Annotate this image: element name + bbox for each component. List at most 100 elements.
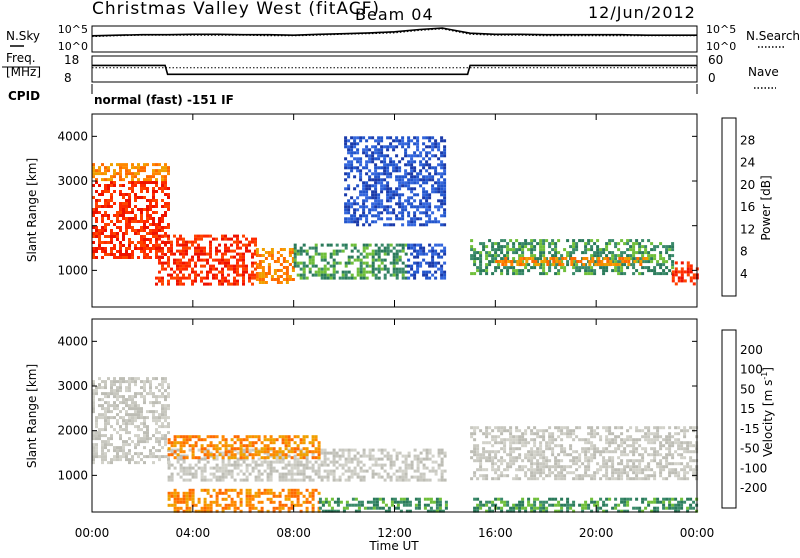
heatmap-cell bbox=[380, 448, 384, 452]
heatmap-cell bbox=[602, 426, 606, 430]
heatmap-cell bbox=[176, 258, 179, 262]
heatmap-cell bbox=[653, 435, 657, 439]
heatmap-cell bbox=[593, 500, 597, 504]
heatmap-cell bbox=[290, 456, 294, 460]
heatmap-cell bbox=[596, 506, 600, 510]
heatmap-cell bbox=[158, 389, 161, 393]
heatmap-cell bbox=[350, 255, 354, 259]
heatmap-cell bbox=[416, 217, 420, 221]
heatmap-cell bbox=[359, 175, 363, 179]
heatmap-cell bbox=[155, 401, 158, 405]
heatmap-cell bbox=[197, 456, 201, 460]
heatmap-cell bbox=[617, 462, 621, 466]
heatmap-cell bbox=[110, 458, 113, 462]
heatmap-cell bbox=[443, 163, 447, 167]
heatmap-cell bbox=[383, 205, 387, 209]
heatmap-cell bbox=[593, 503, 597, 507]
heatmap-cell bbox=[125, 208, 128, 211]
heatmap-cell bbox=[119, 163, 122, 167]
heatmap-cell bbox=[236, 506, 240, 510]
heatmap-cell bbox=[239, 509, 243, 513]
heatmap-cell bbox=[350, 154, 354, 158]
heatmap-cell bbox=[548, 432, 552, 436]
heatmap-cell bbox=[203, 475, 207, 479]
heatmap-cell bbox=[434, 181, 438, 185]
heatmap-cell bbox=[122, 166, 125, 170]
heatmap-cell bbox=[131, 229, 134, 232]
heatmap-cell bbox=[593, 474, 597, 478]
heatmap-cell bbox=[422, 448, 426, 452]
heatmap-cell bbox=[686, 497, 690, 501]
heatmap-cell bbox=[509, 248, 513, 252]
heatmap-cell bbox=[290, 438, 294, 442]
heatmap-cell bbox=[440, 223, 444, 227]
heatmap-cell bbox=[293, 258, 297, 262]
heatmap-cell bbox=[158, 425, 161, 429]
heatmap-cell bbox=[602, 269, 606, 273]
heatmap-cell bbox=[128, 205, 131, 208]
heatmap-cell bbox=[278, 503, 282, 507]
heatmap-cell bbox=[503, 441, 507, 445]
heatmap-cell bbox=[194, 276, 197, 280]
heatmap-cell bbox=[323, 255, 327, 259]
freq-tick-bottom: 8 bbox=[64, 71, 72, 85]
heatmap-cell bbox=[95, 205, 98, 208]
heatmap-cell bbox=[170, 246, 173, 250]
heatmap-cell bbox=[428, 151, 432, 155]
heatmap-cell bbox=[323, 454, 327, 458]
heatmap-cell bbox=[134, 199, 137, 202]
heatmap-cell bbox=[161, 226, 164, 229]
heatmap-cell bbox=[119, 455, 122, 459]
heatmap-cell bbox=[368, 264, 372, 268]
heatmap-cell bbox=[131, 208, 134, 211]
heatmap-cell bbox=[485, 432, 489, 436]
heatmap-cell bbox=[611, 251, 615, 255]
heatmap-cell bbox=[104, 425, 107, 429]
heatmap-cell bbox=[548, 260, 552, 264]
heatmap-cell bbox=[671, 263, 675, 267]
heatmap-cell bbox=[623, 242, 627, 246]
heatmap-cell bbox=[551, 432, 555, 436]
heatmap-cell bbox=[200, 488, 204, 492]
heatmap-cell bbox=[161, 205, 164, 208]
heatmap-cell bbox=[407, 199, 411, 203]
heatmap-cell bbox=[380, 148, 384, 152]
heatmap-cell bbox=[149, 247, 152, 250]
heatmap-cell bbox=[530, 468, 534, 472]
heatmap-cell bbox=[179, 258, 182, 262]
heatmap-cell bbox=[155, 247, 158, 250]
heatmap-cell bbox=[425, 252, 429, 256]
heatmap-cell bbox=[92, 452, 95, 456]
freq-label-line2: [MHz] bbox=[6, 65, 41, 79]
heatmap-cell bbox=[155, 276, 158, 280]
heatmap-cell bbox=[149, 178, 152, 182]
heatmap-cell bbox=[221, 273, 224, 277]
heatmap-cell bbox=[293, 463, 297, 467]
heatmap-cell bbox=[212, 237, 215, 241]
heatmap-cell bbox=[392, 196, 396, 200]
heatmap-cell bbox=[668, 450, 672, 454]
heatmap-cell bbox=[417, 497, 421, 501]
heatmap-cell bbox=[647, 426, 651, 430]
heatmap-cell bbox=[197, 234, 200, 238]
heatmap-cell bbox=[125, 404, 128, 408]
heatmap-cell bbox=[641, 500, 645, 504]
heatmap-cell bbox=[599, 254, 603, 258]
heatmap-cell bbox=[353, 454, 357, 458]
heatmap-cell bbox=[221, 444, 225, 448]
heatmap-cell bbox=[350, 475, 354, 479]
heatmap-cell bbox=[116, 419, 119, 423]
heatmap-cell bbox=[392, 193, 396, 197]
colorbar-tick-label: -100 bbox=[740, 461, 767, 475]
heatmap-cell bbox=[437, 205, 441, 209]
heatmap-cell bbox=[626, 435, 630, 439]
heatmap-cell bbox=[107, 437, 110, 441]
heatmap-cell bbox=[503, 444, 507, 448]
heatmap-cell bbox=[413, 249, 417, 253]
heatmap-cell bbox=[383, 264, 387, 268]
velocity-colorbar-title-end: ] bbox=[761, 367, 775, 372]
heatmap-cell bbox=[593, 444, 597, 448]
heatmap-cell bbox=[554, 468, 558, 472]
heatmap-cell bbox=[359, 217, 363, 221]
heatmap-cell bbox=[236, 472, 240, 476]
